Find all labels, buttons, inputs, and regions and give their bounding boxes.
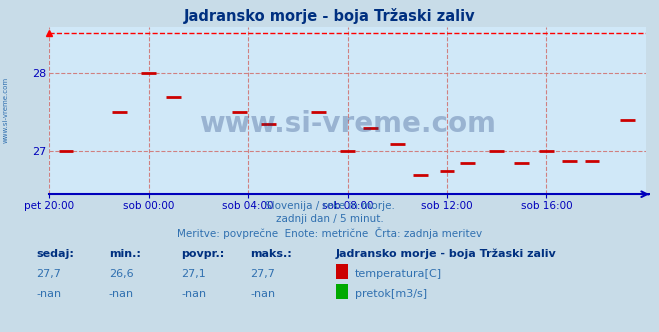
Text: pretok[m3/s]: pretok[m3/s] <box>355 289 426 299</box>
Text: 27,7: 27,7 <box>36 269 61 279</box>
Text: Meritve: povprečne  Enote: metrične  Črta: zadnja meritev: Meritve: povprečne Enote: metrične Črta:… <box>177 227 482 239</box>
Text: www.si-vreme.com: www.si-vreme.com <box>199 110 496 138</box>
Text: 27,7: 27,7 <box>250 269 275 279</box>
Text: -nan: -nan <box>36 289 61 299</box>
Text: Slovenija / reke in morje.: Slovenija / reke in morje. <box>264 201 395 211</box>
Text: temperatura[C]: temperatura[C] <box>355 269 442 279</box>
Text: zadnji dan / 5 minut.: zadnji dan / 5 minut. <box>275 214 384 224</box>
Text: maks.:: maks.: <box>250 249 292 259</box>
Text: povpr.:: povpr.: <box>181 249 225 259</box>
Text: min.:: min.: <box>109 249 140 259</box>
Text: 26,6: 26,6 <box>109 269 133 279</box>
Text: Jadransko morje - boja Tržaski zaliv: Jadransko morje - boja Tržaski zaliv <box>184 8 475 24</box>
Text: sedaj:: sedaj: <box>36 249 74 259</box>
Text: -nan: -nan <box>250 289 275 299</box>
Text: www.si-vreme.com: www.si-vreme.com <box>2 76 9 143</box>
Text: Jadransko morje - boja Tržaski zaliv: Jadransko morje - boja Tržaski zaliv <box>336 249 557 259</box>
Text: -nan: -nan <box>109 289 134 299</box>
Text: 27,1: 27,1 <box>181 269 206 279</box>
Text: -nan: -nan <box>181 289 206 299</box>
